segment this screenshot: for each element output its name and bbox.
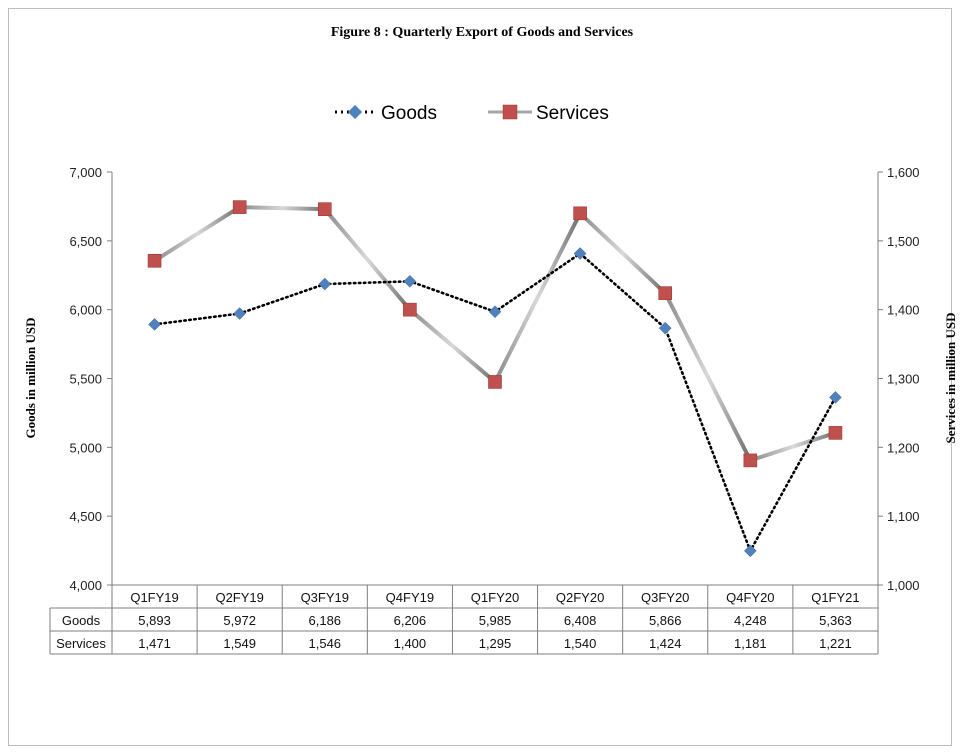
table-cell: 4,248 (734, 613, 767, 628)
services-point (828, 426, 843, 440)
x-tick-label: Q1FY19 (130, 590, 178, 605)
services-line-segment (322, 207, 412, 312)
x-tick-label: Q2FY19 (215, 590, 263, 605)
services-line-segment (663, 291, 753, 463)
y-tick-label: 5,000 (69, 440, 102, 455)
goods-point (148, 318, 161, 331)
table-cell: 5,985 (479, 613, 512, 628)
table-cell: 1,549 (223, 636, 256, 651)
y2-tick-label: 1,400 (887, 303, 920, 318)
services-line-segment (748, 430, 838, 463)
table-cell: 6,186 (309, 613, 342, 628)
table-row-label: Services (56, 636, 106, 651)
x-tick-label: Q4FY20 (726, 590, 774, 605)
services-line-segment (237, 205, 327, 212)
services-point (147, 253, 162, 268)
series-services (147, 200, 843, 468)
y2-axis-title: Services in million USD (943, 312, 958, 443)
y2-tick-label: 1,000 (887, 578, 920, 593)
x-tick-label: Q1FY21 (811, 590, 859, 605)
y-tick-label: 4,000 (69, 578, 102, 593)
services-point (573, 206, 587, 221)
services-point (488, 375, 502, 389)
y-tick-label: 4,500 (69, 509, 102, 524)
chart-frame (8, 8, 952, 746)
services-point (403, 302, 417, 317)
goods-point (233, 307, 247, 320)
goods-point (658, 321, 672, 335)
series-goods (148, 247, 842, 558)
legend-services-marker (502, 104, 518, 120)
table-cell: 5,893 (138, 613, 171, 628)
x-tick-label: Q1FY20 (471, 590, 519, 605)
y-tick-label: 7,000 (69, 165, 102, 180)
legend-services-label: Services (536, 103, 609, 124)
table-cell: 1,295 (479, 636, 512, 651)
services-point (232, 200, 247, 214)
y-axis-title: Goods in million USD (23, 317, 38, 438)
y2-tick-label: 1,100 (887, 509, 920, 524)
goods-point (743, 544, 757, 558)
x-tick-label: Q2FY20 (556, 590, 604, 605)
table-cell: 1,540 (564, 636, 597, 651)
table-cell: 1,471 (138, 636, 171, 651)
services-line-segment (407, 307, 497, 384)
legend: Goods Services (335, 103, 609, 124)
services-point (658, 286, 673, 300)
services-line-segment (493, 211, 583, 384)
table-row-label: Goods (62, 613, 101, 628)
y-tick-label: 6,000 (69, 303, 102, 318)
table-cell: 6,206 (394, 613, 427, 628)
axes: 4,000 4,500 5,000 5,500 6,000 6,500 7,000 1,000… (69, 165, 919, 593)
y2-tick-label: 1,200 (887, 440, 920, 455)
y-tick-label: 5,500 (69, 372, 102, 387)
services-line-segment (578, 211, 668, 296)
y-tick-label: 6,500 (69, 234, 102, 249)
goods-line (153, 251, 837, 554)
table-cell: 1,181 (734, 636, 767, 651)
y2-tick-label: 1,500 (887, 234, 920, 249)
legend-goods-label: Goods (381, 103, 437, 124)
table-cell: 5,972 (223, 613, 256, 628)
legend-goods-marker (347, 104, 363, 120)
chart-title: Figure 8 : Quarterly Export of Goods and… (331, 25, 634, 40)
table-cell: 1,400 (394, 636, 427, 651)
goods-point (318, 277, 332, 291)
y2-tick-label: 1,300 (887, 372, 920, 387)
goods-point (829, 391, 842, 404)
table-cell: 5,866 (649, 613, 682, 628)
services-line-segment (152, 205, 242, 263)
services-point (743, 453, 758, 468)
goods-point (403, 274, 417, 288)
table-cell: 5,363 (819, 613, 852, 628)
table-cell: 1,546 (309, 636, 342, 651)
table-cell: 1,221 (819, 636, 852, 651)
table-cell: 1,424 (649, 636, 682, 651)
table-cell: 6,408 (564, 613, 597, 628)
goods-point (488, 305, 502, 319)
services-point (317, 202, 332, 216)
data-table: Q1FY19 Q2FY19 Q3FY19 Q4FY19 Q1FY20 Q2FY20 Q3FY… (49, 584, 879, 655)
x-tick-label: Q3FY20 (641, 590, 689, 605)
goods-point (573, 247, 587, 260)
x-tick-label: Q3FY19 (301, 590, 349, 605)
x-tick-label: Q4FY19 (386, 590, 434, 605)
y2-tick-label: 1,600 (887, 165, 920, 180)
